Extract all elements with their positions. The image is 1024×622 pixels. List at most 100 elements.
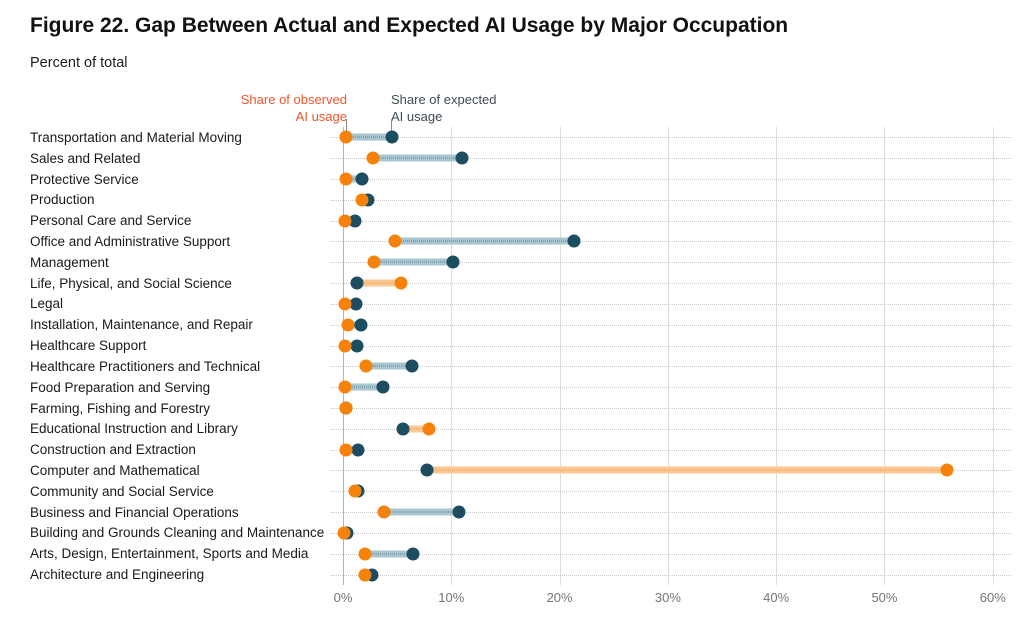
gap-bar xyxy=(345,383,384,391)
category-label: Sales and Related xyxy=(30,150,141,166)
expected-usage-dot xyxy=(452,505,466,519)
legend-observed-line1: Share of observed xyxy=(240,92,347,107)
chart-title: Figure 22. Gap Between Actual and Expect… xyxy=(30,14,789,37)
category-label: Construction and Extraction xyxy=(30,442,196,458)
observed-usage-dot xyxy=(422,422,436,436)
legend-leader-expected xyxy=(391,119,392,132)
gap-bar xyxy=(427,466,948,474)
chart-row xyxy=(331,460,1011,481)
chart-row xyxy=(331,564,1011,585)
observed-usage-dot xyxy=(339,172,353,186)
observed-usage-dot xyxy=(338,214,352,228)
gap-bar-midline xyxy=(376,261,452,263)
gap-bar-midline xyxy=(347,386,382,388)
observed-usage-dot xyxy=(355,193,369,207)
category-label: Life, Physical, and Social Science xyxy=(30,275,232,291)
chart-row xyxy=(331,543,1011,564)
row-gridline xyxy=(331,283,1011,285)
observed-usage-dot xyxy=(348,484,362,498)
expected-usage-dot xyxy=(385,130,399,144)
row-gridline xyxy=(331,158,1011,160)
expected-usage-dot xyxy=(350,339,364,353)
category-label: Educational Instruction and Library xyxy=(30,421,238,437)
category-label: Installation, Maintenance, and Repair xyxy=(30,317,253,333)
gridline-40% xyxy=(776,127,778,585)
gap-bar-midline xyxy=(366,553,412,555)
category-label: Computer and Mathematical xyxy=(30,462,200,478)
expected-usage-dot xyxy=(355,172,369,186)
chart-subtitle: Percent of total xyxy=(30,55,128,71)
observed-usage-dot xyxy=(940,463,954,477)
category-label: Management xyxy=(30,254,109,270)
row-gridline xyxy=(331,574,1011,576)
x-tick-label: 0% xyxy=(333,590,353,605)
row-gridline xyxy=(331,512,1011,514)
row-gridline xyxy=(331,387,1011,389)
observed-usage-dot xyxy=(388,234,402,248)
legend-expected-line2: AI usage xyxy=(391,108,443,124)
gap-bar-midline xyxy=(386,511,457,513)
observed-usage-dot xyxy=(341,318,355,332)
legend-expected-label: Share of expected AI usage xyxy=(391,92,591,125)
chart-row xyxy=(331,273,1011,294)
chart-row xyxy=(331,502,1011,523)
gap-bar-midline xyxy=(348,136,390,138)
row-gridline xyxy=(331,241,1011,243)
category-label: Office and Administrative Support xyxy=(30,233,231,249)
chart-row xyxy=(331,398,1011,419)
row-gridline xyxy=(331,179,1011,181)
chart-row xyxy=(331,169,1011,190)
observed-usage-dot xyxy=(394,276,408,290)
row-gridline xyxy=(331,345,1011,347)
category-label: Food Preparation and Serving xyxy=(30,379,211,395)
gap-bar xyxy=(384,508,459,516)
category-label: Transportation and Material Moving xyxy=(30,129,242,145)
legend-observed-label: Share of observed AI usage xyxy=(110,92,347,125)
chart-row xyxy=(331,127,1011,148)
chart-row xyxy=(331,189,1011,210)
x-tick-label: 40% xyxy=(763,590,790,605)
chart-row xyxy=(331,356,1011,377)
row-gridline xyxy=(331,137,1011,139)
observed-usage-dot xyxy=(338,297,352,311)
expected-usage-dot xyxy=(406,547,420,561)
observed-usage-dot xyxy=(339,443,353,457)
observed-usage-dot xyxy=(337,526,351,540)
row-gridline xyxy=(331,303,1011,305)
gap-bar xyxy=(364,550,414,558)
gap-bar xyxy=(346,175,363,183)
gap-bar-midline xyxy=(429,469,946,471)
chart-row xyxy=(331,335,1011,356)
category-label: Personal Care and Service xyxy=(30,213,192,229)
gap-bar xyxy=(357,279,402,287)
category-label: Arts, Design, Entertainment, Sports and … xyxy=(30,546,309,562)
gap-bar xyxy=(394,237,574,245)
chart-row xyxy=(331,439,1011,460)
legend-expected-line1: Share of expected xyxy=(391,92,497,107)
expected-usage-dot xyxy=(567,234,581,248)
gridline-60% xyxy=(992,127,994,585)
gap-bar-midline xyxy=(396,240,572,242)
plot-area xyxy=(331,127,1011,585)
gridline-10% xyxy=(451,127,453,585)
chart-row xyxy=(331,231,1011,252)
observed-usage-dot xyxy=(359,359,373,373)
chart-row xyxy=(331,252,1011,273)
gap-bar xyxy=(374,258,454,266)
chart-row xyxy=(331,314,1011,335)
category-label: Architecture and Engineering xyxy=(30,567,205,583)
category-label: Production xyxy=(30,192,95,208)
category-label: Farming, Fishing and Forestry xyxy=(30,400,211,416)
observed-usage-dot xyxy=(366,151,380,165)
category-label: Building and Grounds Cleaning and Mainte… xyxy=(30,525,325,541)
category-label: Community and Social Service xyxy=(30,483,214,499)
category-label: Protective Service xyxy=(30,171,139,187)
observed-usage-dot xyxy=(358,547,372,561)
chart-row xyxy=(331,377,1011,398)
gap-bar-midline xyxy=(367,365,411,367)
expected-usage-dot xyxy=(354,318,368,332)
expected-usage-dot xyxy=(420,463,434,477)
observed-usage-dot xyxy=(338,380,352,394)
chart-row xyxy=(331,523,1011,544)
